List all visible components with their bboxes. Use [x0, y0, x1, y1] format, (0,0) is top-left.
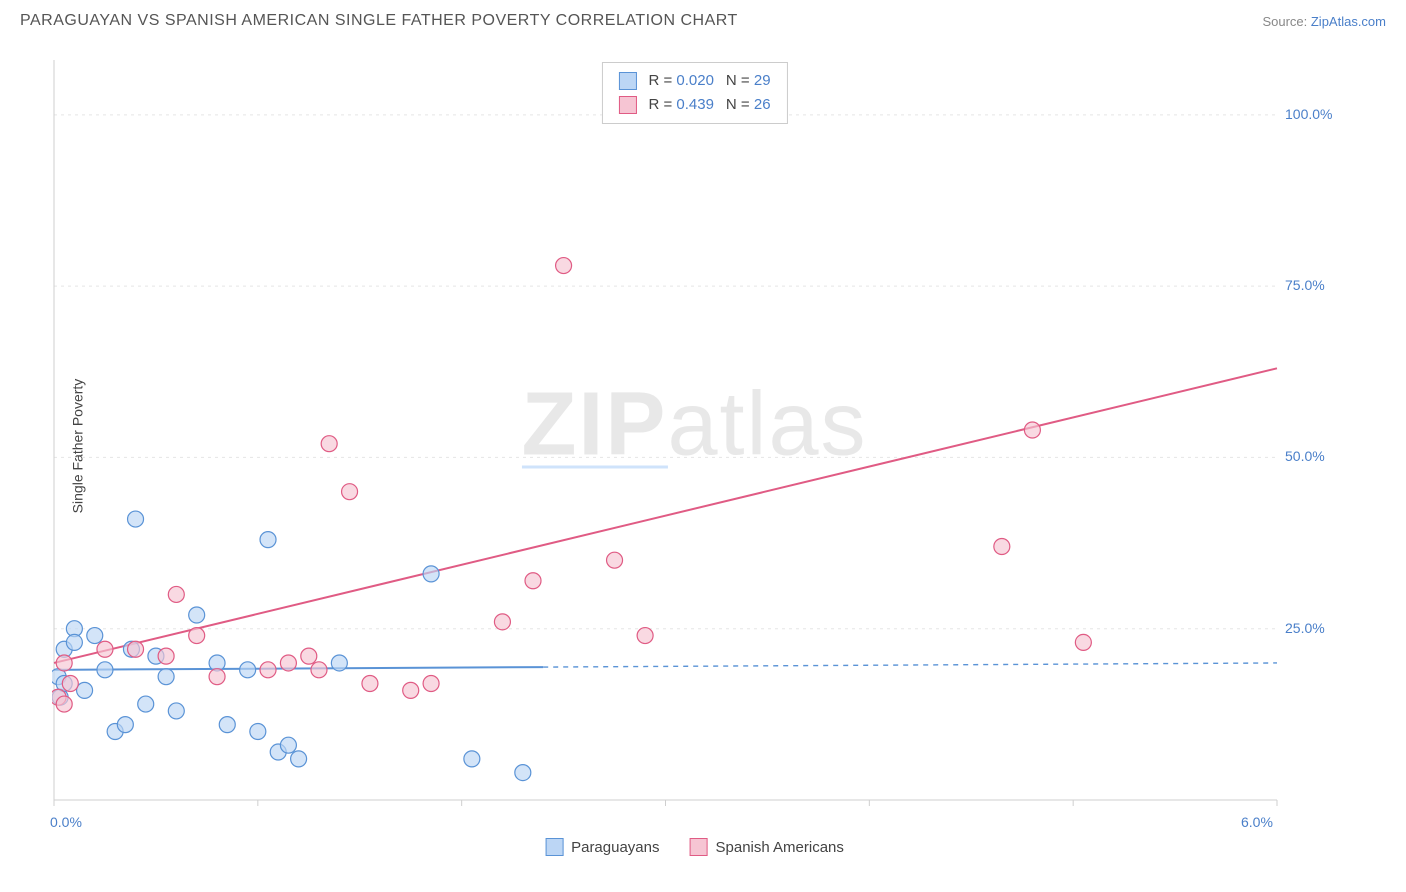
r-value-1: 0.020 [676, 72, 714, 89]
axis-tick-label: 0.0% [50, 814, 82, 830]
n-label-2: N = [726, 96, 754, 113]
legend: Paraguayans Spanish Americans [545, 838, 844, 856]
stats-row-2: R = 0.439 N = 26 [618, 93, 770, 117]
axis-tick-label: 6.0% [1241, 814, 1273, 830]
source-link[interactable]: ZipAtlas.com [1311, 14, 1386, 29]
r-label-2: R = [648, 96, 676, 113]
stats-row-1: R = 0.020 N = 29 [618, 69, 770, 93]
source-prefix: Source: [1262, 14, 1310, 29]
legend-item-2: Spanish Americans [690, 838, 844, 856]
correlation-stats-box: R = 0.020 N = 29 R = 0.439 N = 26 [601, 62, 787, 124]
scatter-plot [52, 60, 1337, 820]
legend-label-1: Paraguayans [571, 839, 659, 856]
legend-label-2: Spanish Americans [716, 839, 844, 856]
n-value-2: 26 [754, 96, 771, 113]
chart-area: ZIPatlas R = 0.020 N = 29 R = 0.439 N = … [52, 60, 1337, 820]
source-attribution: Source: ZipAtlas.com [1262, 14, 1386, 29]
swatch-series-1 [618, 72, 636, 90]
axis-tick-label: 75.0% [1285, 277, 1325, 293]
axis-tick-label: 25.0% [1285, 620, 1325, 636]
legend-swatch-1 [545, 838, 563, 856]
chart-title: PARAGUAYAN VS SPANISH AMERICAN SINGLE FA… [20, 12, 738, 30]
legend-item-1: Paraguayans [545, 838, 659, 856]
r-label-1: R = [648, 72, 676, 89]
axis-tick-label: 50.0% [1285, 448, 1325, 464]
chart-header: PARAGUAYAN VS SPANISH AMERICAN SINGLE FA… [0, 0, 1406, 38]
legend-swatch-2 [690, 838, 708, 856]
r-value-2: 0.439 [676, 96, 714, 113]
n-label-1: N = [726, 72, 754, 89]
axis-tick-label: 100.0% [1285, 106, 1332, 122]
n-value-1: 29 [754, 72, 771, 89]
swatch-series-2 [618, 96, 636, 114]
